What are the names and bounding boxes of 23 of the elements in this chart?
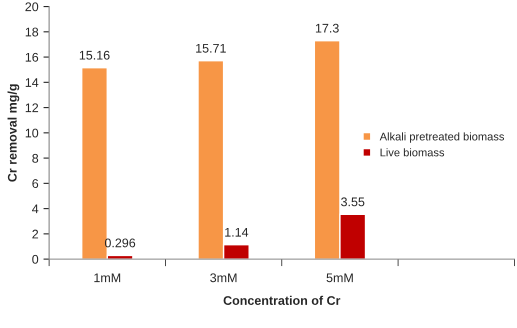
y-tick-label: 0 xyxy=(32,254,38,264)
x-tick-label: 1mM xyxy=(94,273,120,282)
x-tick-label: 3mM xyxy=(210,273,236,282)
data-label: 15.16 xyxy=(80,50,110,60)
y-tick-label: 18 xyxy=(26,28,38,36)
y-tick-label: 2 xyxy=(32,230,38,238)
legend-label: Alkali pretreated biomass xyxy=(380,132,504,143)
y-tick-label: 12 xyxy=(26,103,38,112)
data-label: 1.14 xyxy=(225,228,248,237)
y-tick-label: 10 xyxy=(26,128,38,138)
data-label: 17.3 xyxy=(316,24,339,33)
y-tick-label: 20 xyxy=(25,2,38,12)
x-axis-title: Concentration of Cr xyxy=(224,296,340,305)
data-label: 15.71 xyxy=(196,44,226,53)
y-tick-label: 16 xyxy=(26,52,38,62)
y-axis-title: Cr removal mg/g xyxy=(8,84,20,182)
y-tick-label: 6 xyxy=(32,179,38,188)
y-tick-label: 4 xyxy=(32,204,38,214)
legend-label: Live biomass xyxy=(380,148,444,156)
y-tick-label: 14 xyxy=(26,78,38,87)
data-label: 3.55 xyxy=(341,197,364,206)
y-tick-label: 8 xyxy=(32,154,38,163)
x-tick-label: 5mM xyxy=(326,273,353,282)
